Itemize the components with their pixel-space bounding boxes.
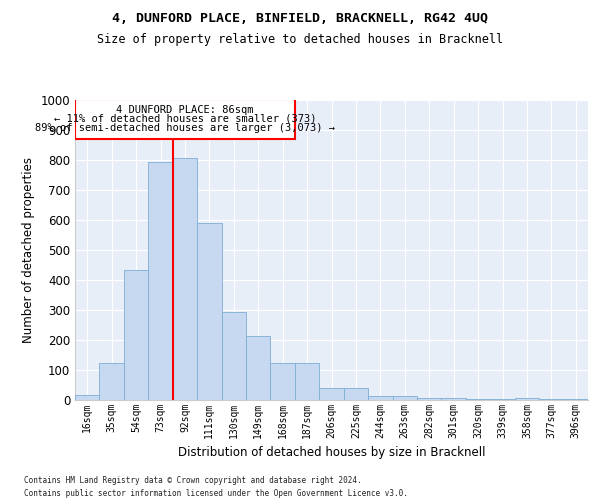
Bar bbox=[442, 398, 466, 400]
Bar bbox=[368, 396, 392, 400]
Bar bbox=[319, 388, 344, 400]
X-axis label: Distribution of detached houses by size in Bracknell: Distribution of detached houses by size … bbox=[178, 446, 485, 460]
Bar bbox=[344, 388, 368, 400]
Bar bbox=[246, 336, 271, 400]
Bar bbox=[271, 362, 295, 400]
Text: 89% of semi-detached houses are larger (3,073) →: 89% of semi-detached houses are larger (… bbox=[35, 123, 335, 133]
Bar bbox=[417, 398, 442, 400]
Bar bbox=[197, 223, 221, 400]
Text: 4, DUNFORD PLACE, BINFIELD, BRACKNELL, RG42 4UQ: 4, DUNFORD PLACE, BINFIELD, BRACKNELL, R… bbox=[112, 12, 488, 26]
Bar bbox=[563, 399, 588, 400]
Text: Size of property relative to detached houses in Bracknell: Size of property relative to detached ho… bbox=[97, 32, 503, 46]
Bar bbox=[515, 398, 539, 400]
Bar bbox=[148, 162, 173, 400]
Bar bbox=[221, 312, 246, 400]
Bar bbox=[75, 394, 100, 400]
Bar bbox=[173, 158, 197, 400]
Text: ← 11% of detached houses are smaller (373): ← 11% of detached houses are smaller (37… bbox=[53, 114, 316, 124]
Bar bbox=[392, 396, 417, 400]
Text: Contains public sector information licensed under the Open Government Licence v3: Contains public sector information licen… bbox=[24, 488, 408, 498]
Text: 4 DUNFORD PLACE: 86sqm: 4 DUNFORD PLACE: 86sqm bbox=[116, 104, 254, 115]
Y-axis label: Number of detached properties: Number of detached properties bbox=[22, 157, 35, 343]
Bar bbox=[490, 399, 515, 400]
Bar bbox=[539, 399, 563, 400]
Bar bbox=[124, 270, 148, 400]
Bar bbox=[466, 399, 490, 400]
FancyBboxPatch shape bbox=[75, 98, 295, 139]
Bar bbox=[295, 362, 319, 400]
Bar bbox=[100, 364, 124, 400]
Text: Contains HM Land Registry data © Crown copyright and database right 2024.: Contains HM Land Registry data © Crown c… bbox=[24, 476, 362, 485]
